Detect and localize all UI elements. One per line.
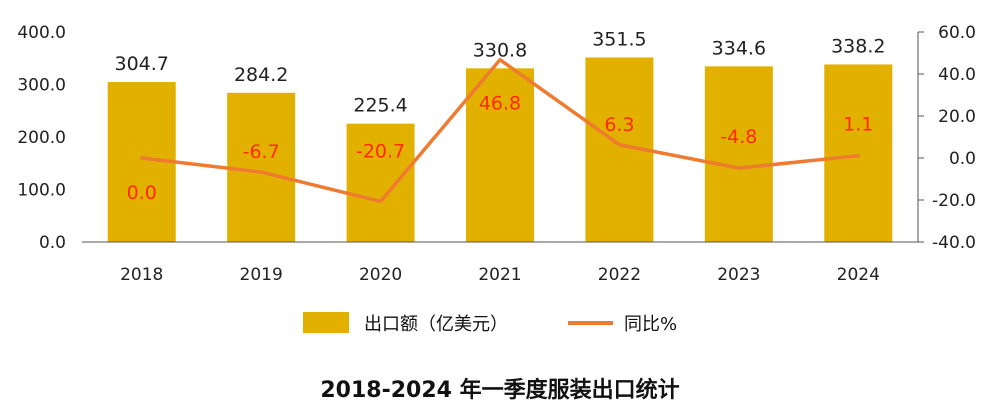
x-tick-label: 2021 [478,265,521,285]
line-group [139,57,861,204]
chart: 0.0 100.0 200.0 300.0 400.0 -40.0 -20.0 0.0 20.0… [17,23,976,335]
x-tick-label: 2020 [359,265,402,285]
bar [346,123,415,242]
yoy-value-label: 1.1 [843,114,873,136]
yoy-line [139,57,861,204]
legend: 出口额（亿美元） 同比% [303,312,677,335]
bar [227,92,296,242]
x-tick-label: 2024 [837,265,880,285]
yoy-value-label: -4.8 [720,126,757,148]
x-tick-label: 2023 [717,265,760,285]
bar-value-label: 304.7 [115,53,169,75]
bars-group [107,57,893,243]
yoy-value-label: 6.3 [604,114,634,136]
y-left-tick-label: 100.0 [17,181,66,201]
chart-caption: 2018-2024 年一季度服装出口统计 [320,378,680,403]
bar [704,66,773,243]
y-right-tick-label: 60.0 [938,23,976,43]
bar-value-label: 334.6 [712,37,766,59]
yoy-value-label: 0.0 [127,182,157,204]
bar [466,68,534,242]
bar-value-label: 284.2 [234,64,288,86]
bar-value-label: 351.5 [592,28,646,50]
bar-value-label: 225.4 [353,95,407,117]
y-right-tick-label: 20.0 [938,107,976,127]
y-left-tick-label: 200.0 [17,128,66,148]
legend-label-line: 同比% [624,314,677,335]
x-tick-label: 2022 [598,265,641,285]
y-left-tick-label: 400.0 [17,23,66,43]
y-right-tick-label: -20.0 [932,191,976,211]
bar-value-label: 338.2 [831,35,885,57]
y-right-tick-label: 40.0 [938,65,976,85]
bar-value-label: 330.8 [473,39,527,61]
y-right-tick-label: 0.0 [949,149,976,169]
legend-swatch-bar [303,312,349,333]
yoy-value-label: 46.8 [479,93,521,115]
labels-group: 304.7 284.2 225.4 330.8 351.5 334.6 338.2 0.0 -6… [115,28,886,204]
y-left-tick-label: 0.0 [39,233,66,253]
y-right-tick-label: -40.0 [932,233,976,253]
yoy-value-label: -20.7 [356,140,405,162]
bar [824,64,893,242]
x-tick-label: 2018 [120,265,163,285]
x-tick-label: 2019 [240,265,283,285]
axes-group: 0.0 100.0 200.0 300.0 400.0 -40.0 -20.0 0.0 20.0… [17,23,976,285]
yoy-value-label: -6.7 [243,141,280,163]
y-left-tick-label: 300.0 [17,76,66,96]
legend-label-bar: 出口额（亿美元） [364,314,508,335]
